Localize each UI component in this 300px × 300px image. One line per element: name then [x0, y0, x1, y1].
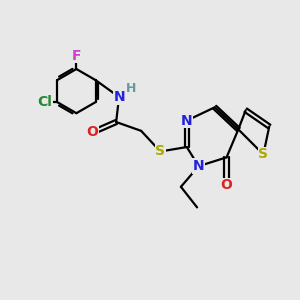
Text: S: S: [155, 145, 165, 158]
Text: N: N: [113, 90, 125, 104]
Text: H: H: [126, 82, 136, 95]
Text: Cl: Cl: [38, 95, 52, 109]
Text: S: S: [258, 147, 268, 161]
Text: O: O: [220, 178, 232, 192]
Text: N: N: [181, 114, 193, 128]
Text: N: N: [193, 159, 204, 173]
Text: O: O: [87, 125, 98, 139]
Text: F: F: [72, 49, 81, 63]
